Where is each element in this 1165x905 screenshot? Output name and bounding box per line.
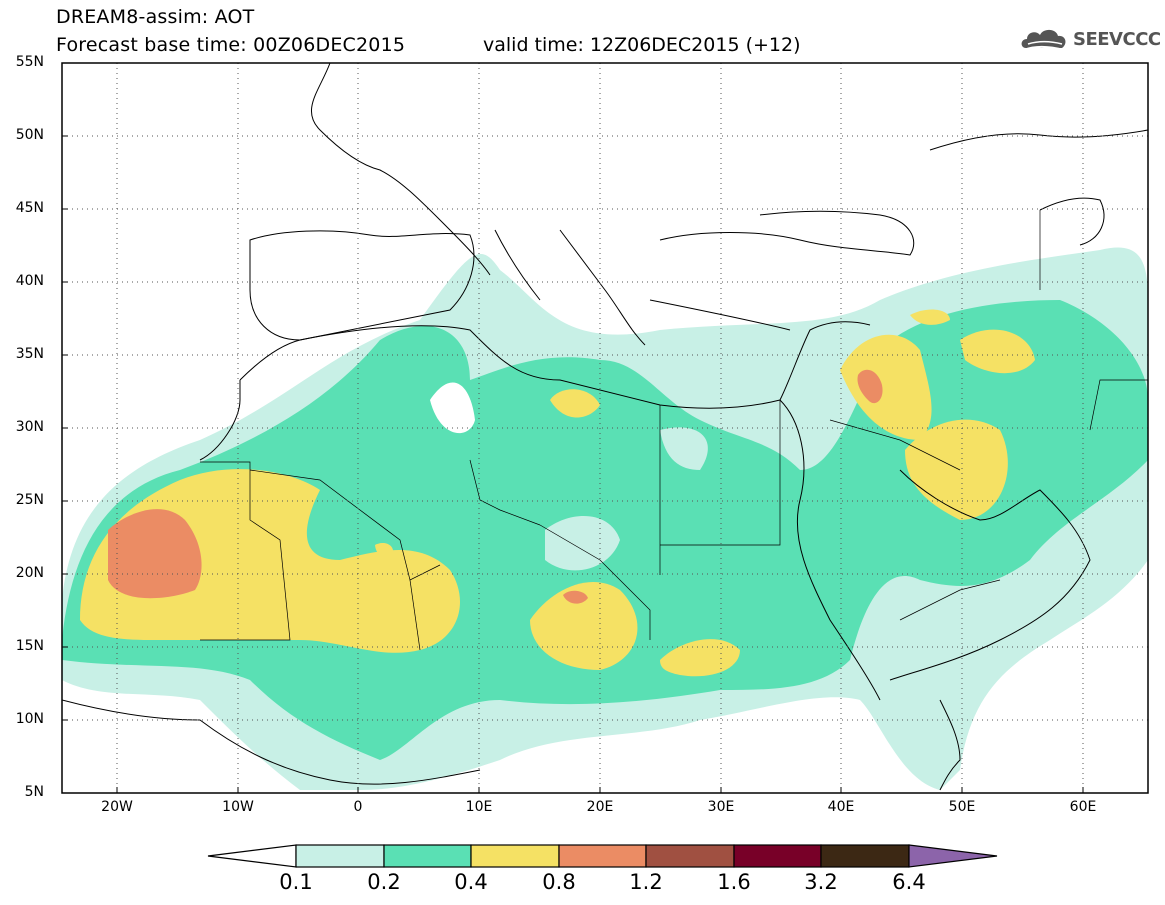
lat-label-5n: 5N — [24, 784, 44, 800]
lon-label-20e: 20E — [586, 799, 614, 815]
colorbar-bin-0.2 — [383, 844, 472, 868]
aot-contour-0.4-e — [840, 334, 932, 440]
colorbar — [207, 844, 998, 868]
lat-label-35n: 35N — [15, 346, 44, 362]
lon-label-30e: 30E — [707, 799, 735, 815]
seevccc-logo: SEEVCCC — [1018, 24, 1161, 54]
map-ticks — [62, 62, 1084, 793]
lat-label-40n: 40N — [15, 273, 44, 289]
aot-contour-0.4-h — [910, 309, 950, 325]
colorbar-label: 0.4 — [454, 870, 488, 894]
coastlines — [62, 63, 1148, 791]
title-line-2: Forecast base time: 00Z06DEC2015 — [56, 34, 406, 56]
lon-label-10e: 10E — [465, 799, 493, 815]
aot-contour-0.4-g — [960, 329, 1035, 374]
lon-label-60e: 60E — [1069, 799, 1097, 815]
lon-label-40e: 40E — [827, 799, 855, 815]
colorbar-bin-1.6 — [733, 844, 822, 868]
lat-label-10n: 10N — [15, 711, 44, 727]
colorbar-low-arrow — [207, 844, 297, 868]
graticule — [62, 63, 1148, 793]
colorbar-label: 3.2 — [804, 870, 838, 894]
aot-contour-0.8 — [108, 509, 202, 599]
lat-label-50n: 50N — [15, 127, 44, 143]
cloud-icon — [1021, 29, 1066, 51]
aot-contour-0.4-i — [375, 543, 394, 558]
lat-label-25n: 25N — [15, 492, 44, 508]
colorbar-high-arrow — [908, 844, 998, 868]
colorbar-label: 1.6 — [717, 870, 751, 894]
colorbar-label: 0.1 — [279, 870, 313, 894]
colorbar-bin-0.8 — [558, 844, 647, 868]
aot-field — [62, 247, 1148, 790]
aot-contour-0.4-c — [660, 639, 740, 677]
lat-label-30n: 30N — [15, 419, 44, 435]
colorbar-label: 0.8 — [542, 870, 576, 894]
aot-contour-0.8-c — [857, 369, 883, 404]
lat-label-45n: 45N — [15, 200, 44, 216]
valid-time: valid time: 12Z06DEC2015 (+12) — [483, 34, 801, 56]
colorbar-label: 1.2 — [629, 870, 663, 894]
aot-contour-0.4-b — [530, 581, 638, 670]
aot-contour-0.4-d — [550, 389, 600, 418]
aot-contour-0.8-b — [563, 590, 588, 604]
colorbar-bin-0.4 — [470, 844, 560, 868]
lat-label-15n: 15N — [15, 638, 44, 654]
country-borders — [200, 210, 1148, 651]
lon-label-10w: 10W — [222, 799, 254, 815]
colorbar-bin-3.2 — [820, 844, 910, 868]
colorbar-bin-0.1 — [295, 844, 385, 868]
lon-label-20w: 20W — [101, 799, 133, 815]
title-line-1: DREAM8-assim: AOT — [56, 6, 255, 28]
logo-text: SEEVCCC — [1073, 28, 1161, 50]
lon-label-0: 0 — [353, 799, 363, 815]
lat-label-55n: 55N — [15, 54, 44, 70]
colorbar-label: 6.4 — [892, 870, 926, 894]
lon-label-50e: 50E — [948, 799, 976, 815]
lat-label-20n: 20N — [15, 565, 44, 581]
colorbar-bin-1.2 — [645, 844, 735, 868]
colorbar-label: 0.2 — [367, 870, 401, 894]
